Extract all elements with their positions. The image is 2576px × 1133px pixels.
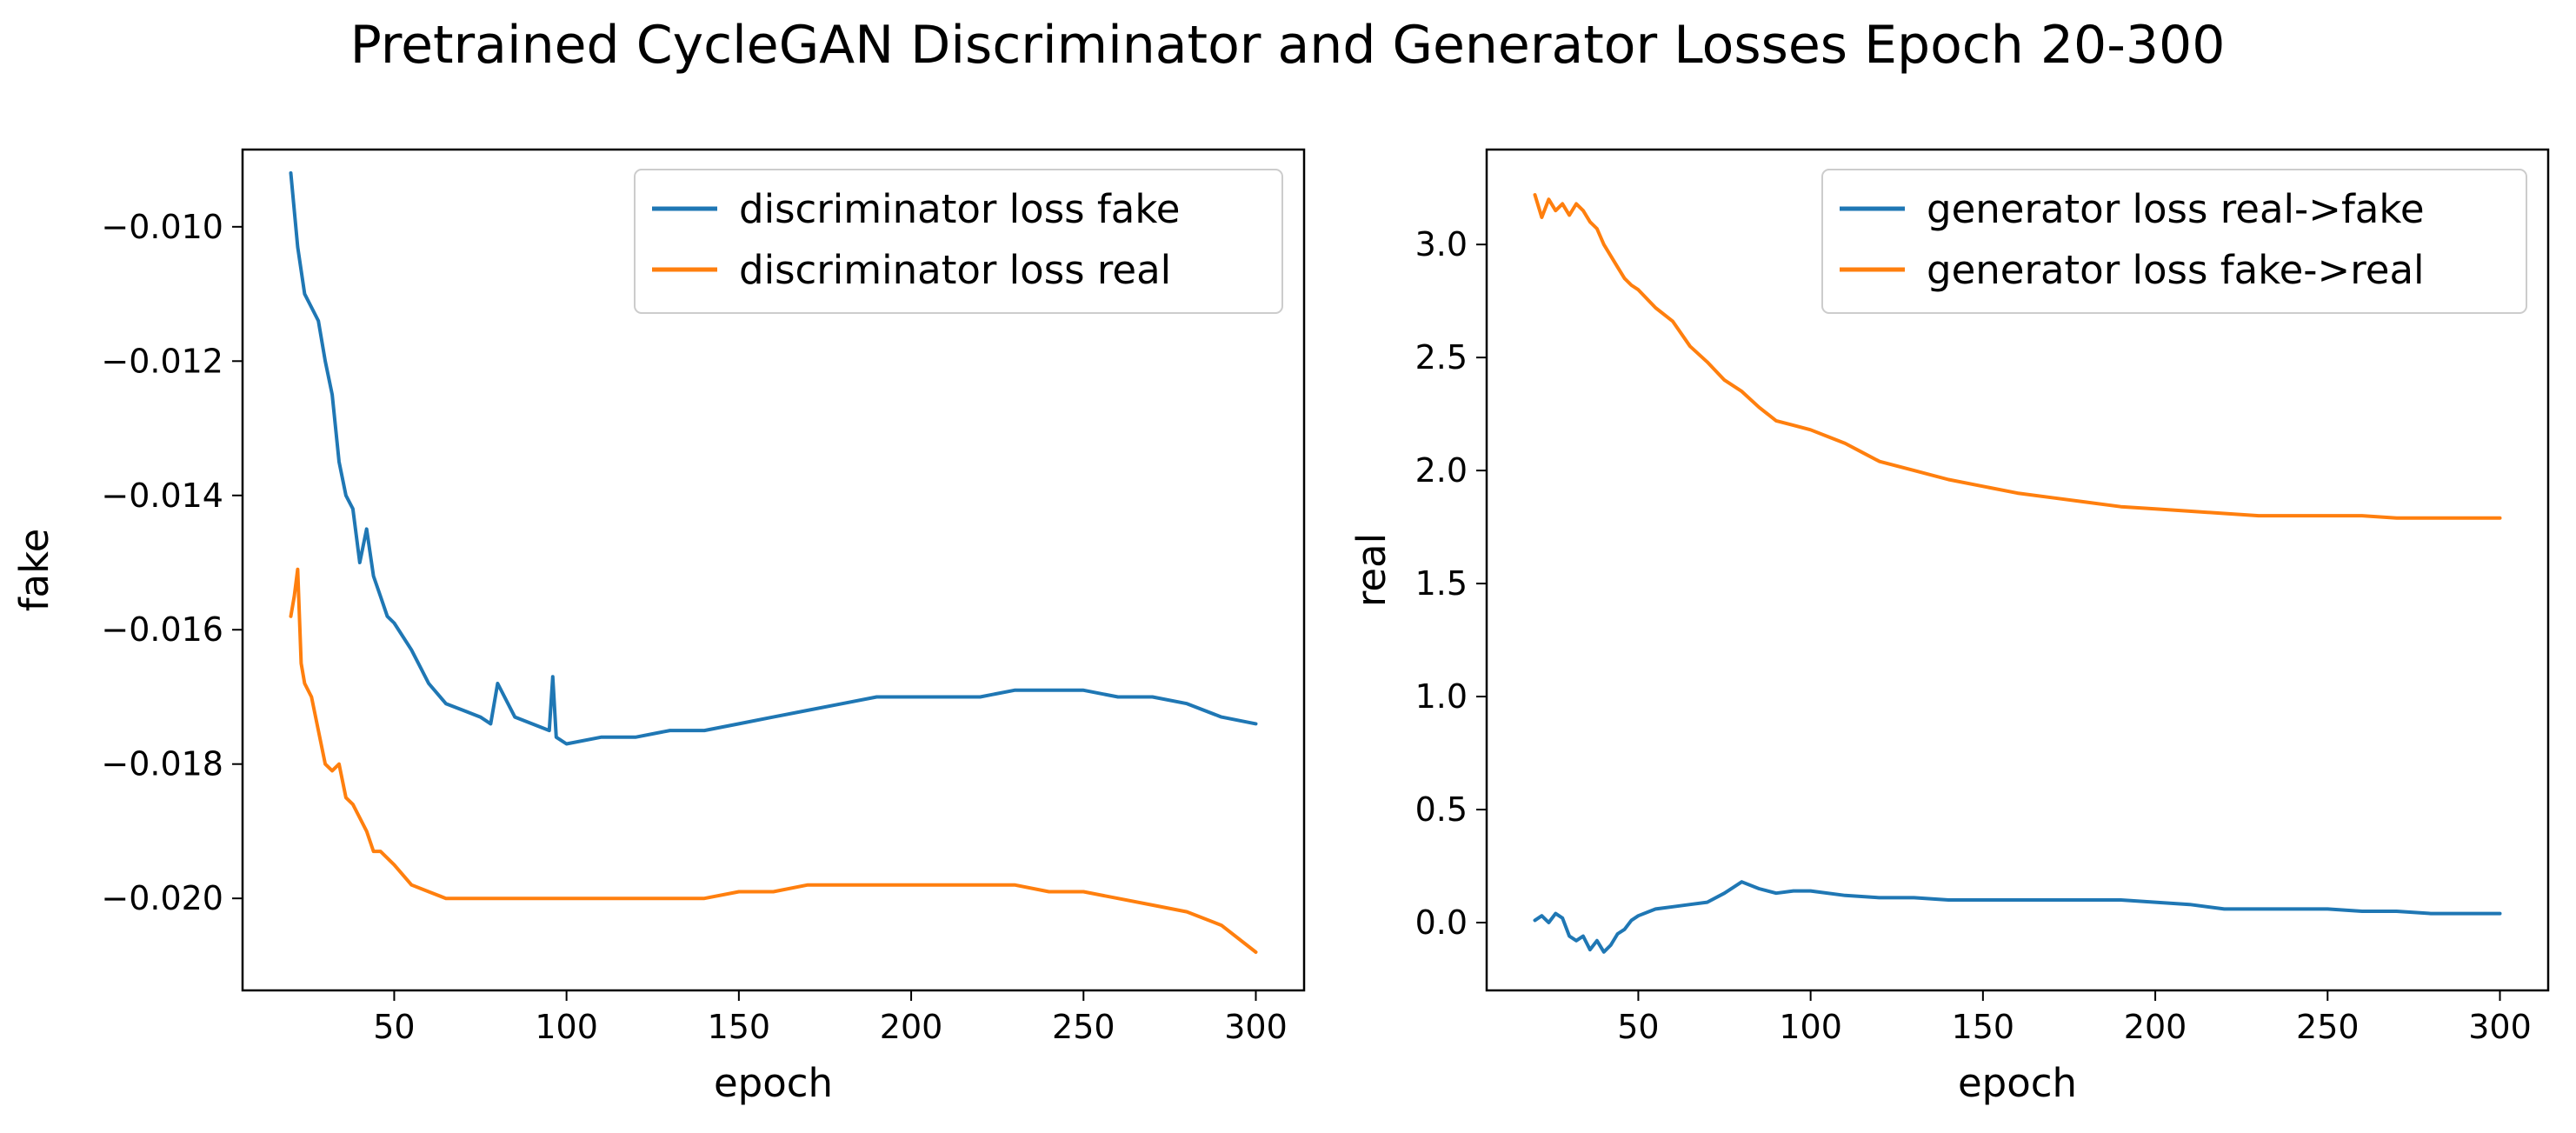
right-series-line-2 [1533, 193, 2502, 520]
left-series-line-2 [289, 567, 1258, 954]
left-y-tick-label: −0.010 [101, 208, 223, 246]
left-legend-label-2: discriminator loss real [739, 247, 1171, 293]
right-y-tick-label: 1.5 [1415, 564, 1468, 603]
left-series-line-1 [289, 171, 1258, 746]
right-y-tick-label: 0.5 [1415, 790, 1468, 829]
left-x-tick-label: 250 [1052, 1008, 1115, 1046]
right-y-tick-label: 2.0 [1415, 451, 1468, 490]
left-legend-label-1: discriminator loss fake [739, 186, 1180, 232]
left-y-tick-label: −0.020 [101, 879, 223, 917]
right-x-tick-label: 300 [2468, 1008, 2532, 1046]
left-y-tick-label: −0.012 [101, 342, 223, 380]
right-x-tick-label: 200 [2124, 1008, 2187, 1046]
right-x-tick-label: 100 [1779, 1008, 1842, 1046]
left-x-axis-label: epoch [714, 1060, 833, 1106]
right-y-tick-label: 0.0 [1415, 903, 1468, 942]
left-y-tick-label: −0.018 [101, 745, 223, 783]
left-legend-box [634, 169, 1283, 314]
left-y-axis-label: fake [11, 529, 57, 612]
left-x-tick-label: 200 [880, 1008, 943, 1046]
right-x-tick-label: 150 [1952, 1008, 2015, 1046]
left-x-tick-label: 100 [535, 1008, 598, 1046]
left-axes-frame [241, 148, 1306, 992]
left-x-tick-label: 50 [373, 1008, 415, 1046]
chart-discriminator: 50 100 150 200 250 300 −0.010 −0.012 −0.014 −0.01… [11, 148, 1306, 1106]
left-y-tick-label: −0.016 [101, 610, 223, 649]
right-axes-frame [1485, 148, 2550, 992]
right-legend-label-2: generator loss fake->real [1927, 247, 2425, 293]
right-y-tick-label: 1.0 [1415, 677, 1468, 716]
left-x-tick-label: 150 [708, 1008, 771, 1046]
right-x-tick-label: 50 [1617, 1008, 1659, 1046]
right-series-line-1 [1533, 880, 2502, 954]
right-x-tick-label: 250 [2296, 1008, 2360, 1046]
left-x-tick-label: 300 [1224, 1008, 1288, 1046]
right-x-axis-label: epoch [1958, 1060, 2077, 1106]
right-y-tick-label: 3.0 [1415, 225, 1468, 263]
chart-generator: 50 100 150 200 250 300 0.0 0.5 1.0 1.5 2.0 2.5 3.0 ep… [1348, 148, 2550, 1106]
suptitle: Pretrained CycleGAN Discriminator and Ge… [350, 15, 2226, 76]
right-y-tick-label: 2.5 [1415, 338, 1468, 377]
right-y-axis-label: real [1348, 533, 1395, 607]
right-legend-label-1: generator loss real->fake [1927, 186, 2425, 232]
right-legend-box [1821, 169, 2527, 314]
left-y-tick-label: −0.014 [101, 477, 223, 515]
